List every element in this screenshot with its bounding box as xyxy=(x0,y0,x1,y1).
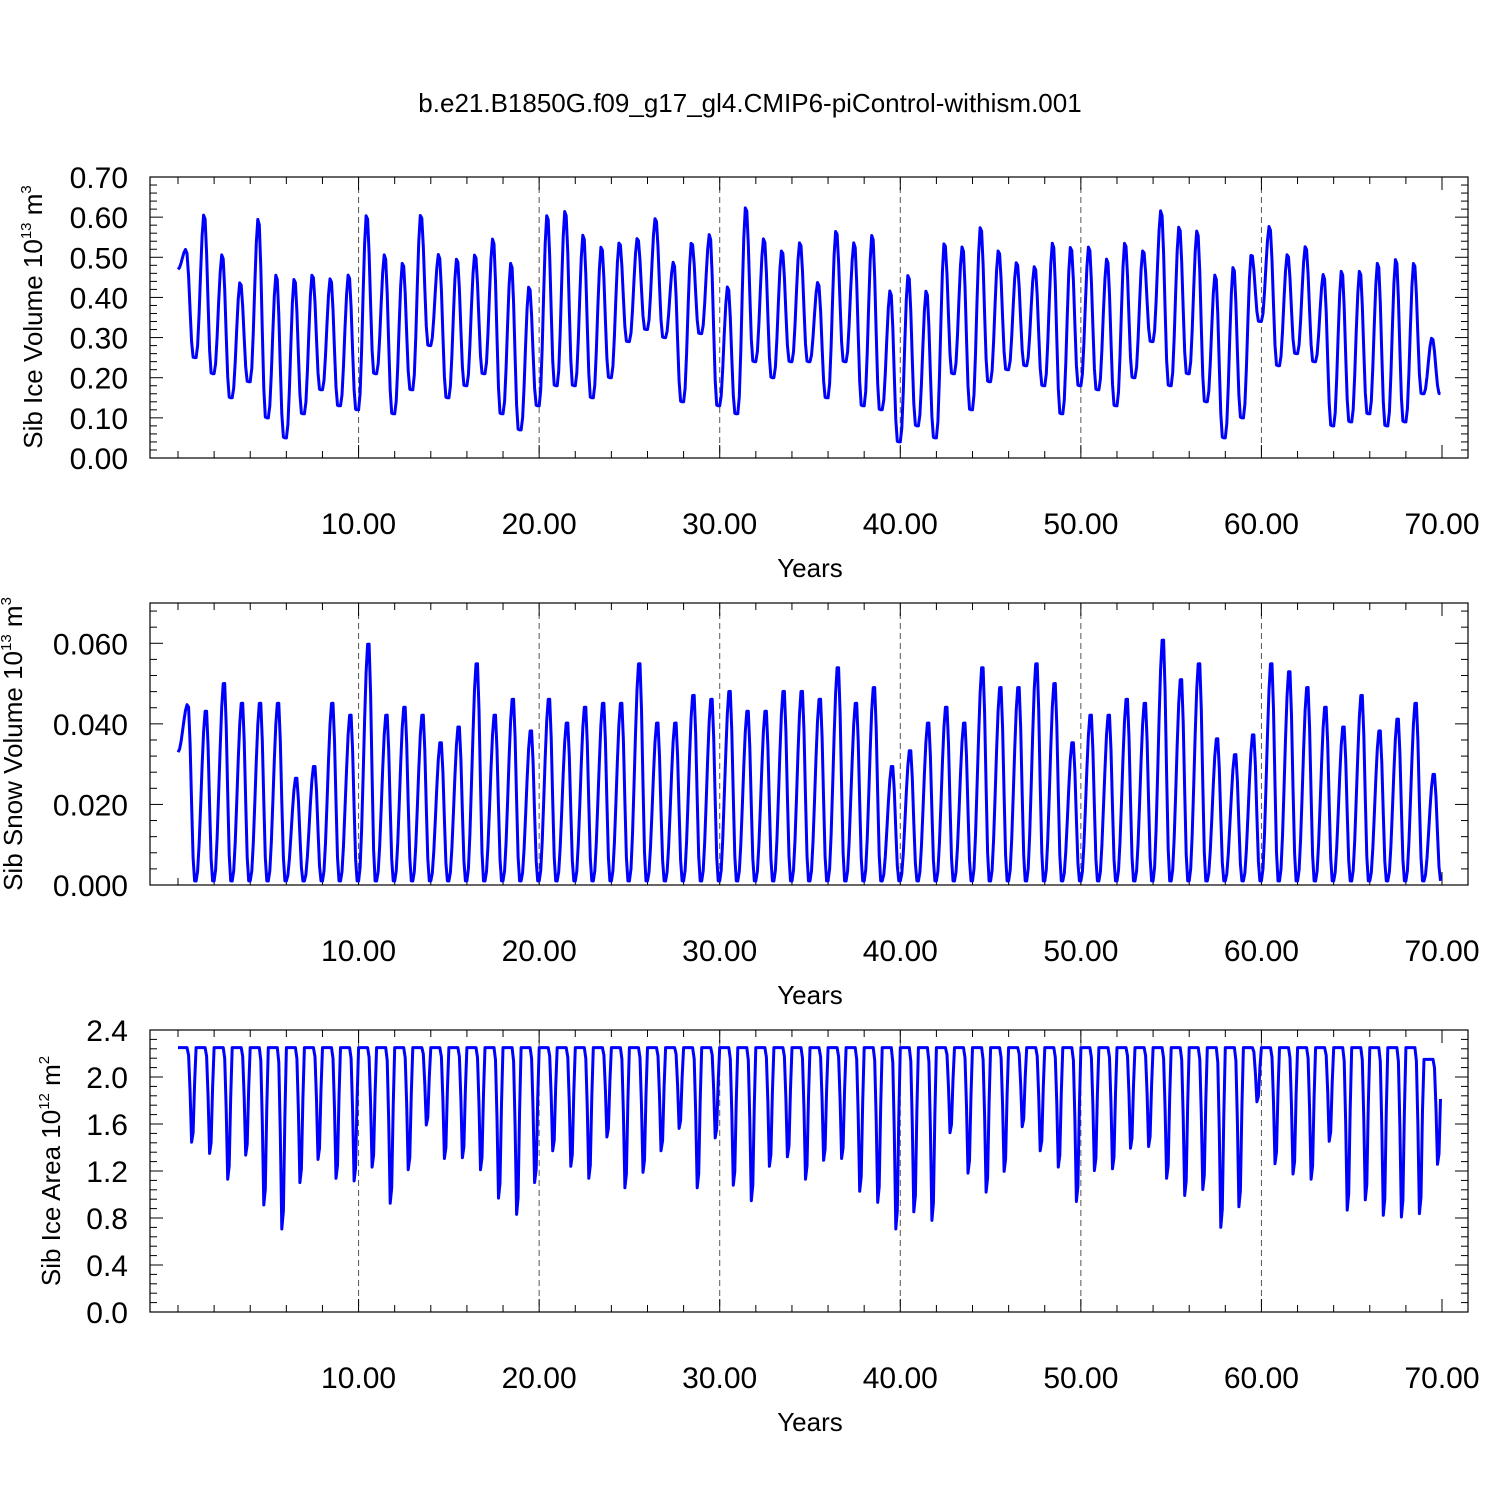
plot-frame xyxy=(149,602,1469,886)
x-tick-label: 30.00 xyxy=(682,508,757,541)
x-tick-label: 70.00 xyxy=(1404,935,1479,968)
y-tick-label: 2.0 xyxy=(86,1062,128,1095)
x-tick-label: 50.00 xyxy=(1043,935,1118,968)
x-tick-label: 10.00 xyxy=(321,508,396,541)
x-tick-label: 20.00 xyxy=(502,1362,577,1395)
series-line xyxy=(176,206,1441,444)
x-tick-label: 30.00 xyxy=(682,935,757,968)
y-tick-label: 1.2 xyxy=(86,1156,128,1189)
panel-ice-area: 0.0 0.4 0.8 1.2 1.6 2.0 2.4 10.00 20.00 30.00 40.0… xyxy=(36,1015,1480,1437)
x-tick-label: 40.00 xyxy=(863,1362,938,1395)
y-tick-label: 0.40 xyxy=(70,282,128,315)
x-tick-label: 70.00 xyxy=(1404,508,1479,541)
y-tick-label: 0.70 xyxy=(70,162,128,195)
x-tick-label: 20.00 xyxy=(502,508,577,541)
y-tick-label: 0.0 xyxy=(86,1297,128,1330)
x-tick-label: 60.00 xyxy=(1224,935,1299,968)
x-tick-label: 60.00 xyxy=(1224,508,1299,541)
y-tick-label: 0.040 xyxy=(53,709,128,742)
panel-snow-volume: 0.000 0.020 0.040 0.060 10.00 20.00 30.00 40.00… xyxy=(0,597,1480,1010)
y-tick-label: 0.4 xyxy=(86,1250,128,1283)
x-axis-title: Years xyxy=(777,1407,843,1437)
series-line xyxy=(178,1046,1442,1231)
y-tick-label: 0.8 xyxy=(86,1203,128,1236)
y-tick-label: 0.00 xyxy=(70,443,128,476)
y-axis-title: Sib Snow Volume 1013 m3 xyxy=(0,597,28,891)
y-tick-label: 0.10 xyxy=(70,403,128,436)
x-tick-label: 50.00 xyxy=(1043,1362,1118,1395)
y-tick-label: 0.000 xyxy=(53,870,128,903)
x-tick-label: 70.00 xyxy=(1404,1362,1479,1395)
x-tick-label: 40.00 xyxy=(863,935,938,968)
y-tick-label: 0.60 xyxy=(70,202,128,235)
y-tick-label: 2.4 xyxy=(86,1015,128,1048)
x-tick-label: 10.00 xyxy=(321,1362,396,1395)
x-tick-label: 30.00 xyxy=(682,1362,757,1395)
y-tick-label: 0.50 xyxy=(70,242,128,275)
y-axis-title: Sib Ice Volume 1013 m3 xyxy=(18,185,48,449)
page-title: b.e21.B1850G.f09_g17_gl4.CMIP6-piControl… xyxy=(418,88,1082,118)
y-axis-title: Sib Ice Area 1012 m2 xyxy=(36,1056,66,1286)
y-tick-label: 0.060 xyxy=(53,628,128,661)
x-tick-label: 60.00 xyxy=(1224,1362,1299,1395)
y-tick-label: 0.30 xyxy=(70,323,128,356)
x-tick-label: 20.00 xyxy=(502,935,577,968)
x-tick-label: 50.00 xyxy=(1043,508,1118,541)
series-line xyxy=(176,638,1442,883)
plot-frame xyxy=(149,176,1469,459)
x-tick-label: 10.00 xyxy=(321,935,396,968)
y-tick-label: 0.20 xyxy=(70,363,128,396)
panel-ice-volume: 0.00 0.10 0.20 0.30 0.40 0.50 0.60 0.70 10.00 20.… xyxy=(18,162,1480,583)
y-tick-label: 1.6 xyxy=(86,1109,128,1142)
y-tick-label: 0.020 xyxy=(53,789,128,822)
x-axis-title: Years xyxy=(777,553,843,583)
x-axis-title: Years xyxy=(777,980,843,1010)
x-tick-label: 40.00 xyxy=(863,508,938,541)
